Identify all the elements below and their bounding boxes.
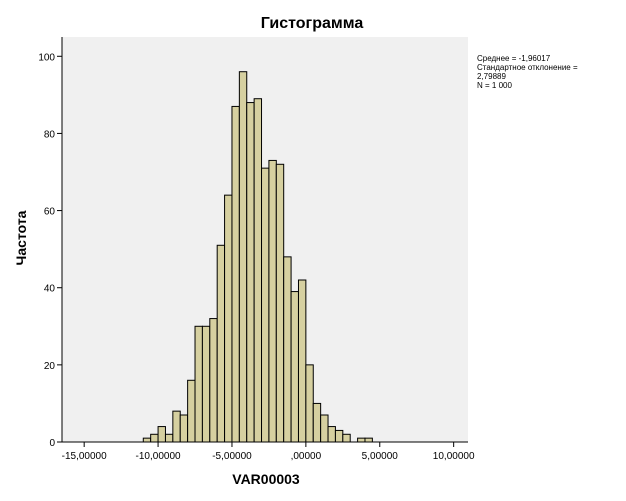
y-axis-title: Частота — [13, 210, 29, 265]
histogram-bar-27 — [342, 433, 351, 443]
n-stat: N = 1 000 — [477, 81, 512, 90]
y-tick-label: 0 — [49, 438, 55, 449]
std-dev-stat-label: Стандартное отклонение = — [477, 63, 578, 72]
histogram-bar-10 — [216, 244, 226, 443]
histogram-bar-22 — [305, 364, 314, 443]
histogram-bar-1 — [150, 433, 159, 443]
y-tick-label: 40 — [44, 284, 56, 295]
mean-stat: Среднее = -1,96017 — [477, 54, 551, 63]
histogram-bar-21 — [297, 279, 307, 443]
histogram-bar-16 — [261, 167, 270, 443]
histogram-bar-2 — [157, 426, 166, 443]
histogram-bar-11 — [224, 194, 233, 443]
histogram-bar-0 — [142, 437, 152, 443]
histogram-bar-23 — [312, 402, 322, 443]
chart-title: Гистограмма — [261, 15, 364, 32]
x-tick-label: -10,00000 — [136, 451, 181, 462]
histogram-bar-24 — [320, 414, 329, 443]
x-tick-label: -5,00000 — [212, 451, 252, 462]
x-tick-label: 5,00000 — [362, 451, 399, 462]
histogram-bar-13 — [238, 71, 248, 443]
histogram-bar-12 — [231, 105, 240, 443]
y-tick-label: 80 — [44, 129, 56, 140]
std-dev-stat-value: 2,79889 — [477, 72, 506, 81]
histogram-bar-6 — [187, 379, 196, 443]
x-tick-label: ,00000 — [291, 451, 322, 462]
x-tick-label: 10,00000 — [433, 451, 475, 462]
histogram-bar-30 — [364, 437, 373, 443]
histogram-bar-4 — [172, 410, 181, 443]
statistics-box: Среднее = -1,96017 Стандартное отклонени… — [477, 54, 578, 90]
y-tick-label: 60 — [44, 207, 56, 218]
histogram-bar-17 — [268, 159, 277, 443]
histogram-bar-9 — [209, 318, 218, 443]
y-tick-label: 100 — [38, 52, 55, 63]
histogram-bar-5 — [179, 414, 189, 443]
x-axis-ticks: -15,00000 -10,00000 -5,00000 ,00000 5,00000 1… — [62, 442, 475, 462]
histogram-bar-25 — [327, 426, 336, 443]
histogram-bar-20 — [290, 291, 299, 443]
x-tick-label: -15,00000 — [62, 451, 107, 462]
histogram-bar-29 — [357, 437, 366, 443]
histogram-bar-19 — [283, 256, 292, 443]
histogram-bar-3 — [164, 433, 174, 443]
histogram-bar-26 — [334, 429, 344, 443]
histogram-bar-15 — [253, 98, 263, 443]
y-tick-label: 20 — [44, 361, 56, 372]
y-axis-ticks: 0 20 40 60 80 100 — [38, 52, 62, 449]
histogram-bar-7 — [194, 325, 203, 443]
histogram-bar-14 — [246, 102, 255, 443]
histogram-bar-18 — [275, 163, 285, 443]
histogram-bar-8 — [201, 325, 211, 443]
x-axis-title: VAR00003 — [232, 471, 300, 487]
